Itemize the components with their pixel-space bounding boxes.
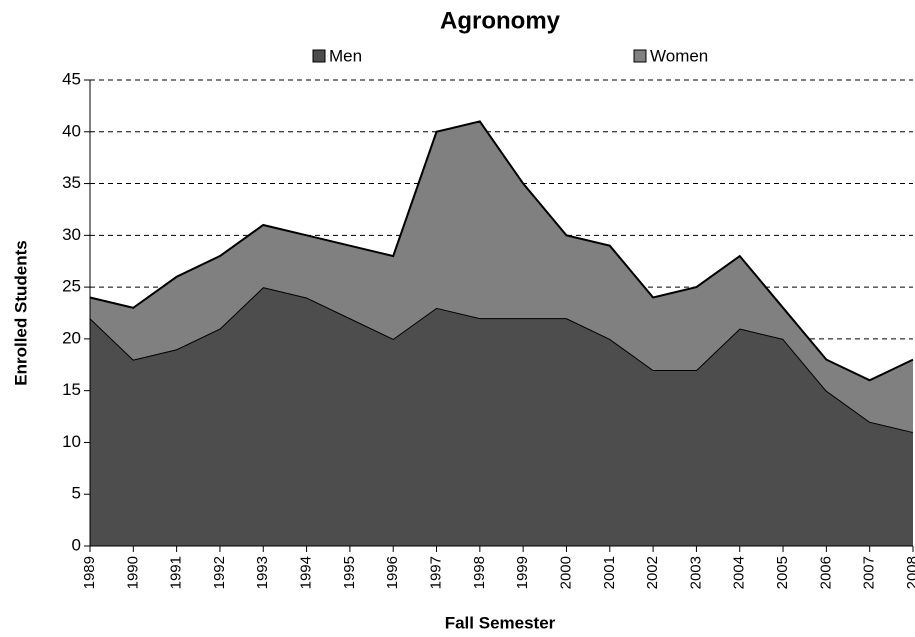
legend-label: Women xyxy=(650,46,708,65)
x-tick-label: 1998 xyxy=(471,556,488,589)
x-tick-label: 1992 xyxy=(211,556,228,589)
legend-swatch xyxy=(312,49,326,63)
area xyxy=(90,121,913,433)
x-tick-label: 2000 xyxy=(557,556,574,589)
y-tick-label: 35 xyxy=(62,173,81,192)
x-tick-label: 2003 xyxy=(687,556,704,589)
area xyxy=(90,287,913,546)
x-tick-label: 1999 xyxy=(514,556,531,589)
x-tick-label: 2001 xyxy=(601,556,618,589)
x-tick-label: 2008 xyxy=(904,556,915,589)
x-tick-label: 1990 xyxy=(124,556,141,589)
x-tick-label: 1995 xyxy=(341,556,358,589)
x-tick-label: 2006 xyxy=(817,556,834,589)
legend-label: Men xyxy=(329,46,362,65)
x-tick-label: 1996 xyxy=(384,556,401,589)
x-tick-label: 1991 xyxy=(168,556,185,589)
x-tick-label: 1997 xyxy=(427,556,444,589)
x-tick-label: 1989 xyxy=(81,556,98,589)
x-tick-label: 2007 xyxy=(861,556,878,589)
y-tick-label: 20 xyxy=(62,328,81,347)
x-tick-label: 1994 xyxy=(298,556,315,589)
y-tick-label: 5 xyxy=(72,484,81,503)
x-tick-label: 2005 xyxy=(774,556,791,589)
y-tick-label: 30 xyxy=(62,225,81,244)
y-axis-label: Enrolled Students xyxy=(11,240,30,385)
legend-swatch xyxy=(633,49,647,63)
y-tick-label: 0 xyxy=(72,535,81,554)
x-tick-label: 1993 xyxy=(254,556,271,589)
y-tick-label: 25 xyxy=(62,277,81,296)
x-axis-label: Fall Semester xyxy=(445,613,556,632)
y-tick-label: 15 xyxy=(62,380,81,399)
x-tick-label: 2002 xyxy=(644,556,661,589)
y-tick-label: 45 xyxy=(62,69,81,88)
area-edge xyxy=(89,120,914,382)
x-tick-label: 2004 xyxy=(731,556,748,589)
chart-title: Agronomy xyxy=(440,7,561,34)
y-tick-label: 40 xyxy=(62,121,81,140)
y-tick-label: 10 xyxy=(62,432,81,451)
